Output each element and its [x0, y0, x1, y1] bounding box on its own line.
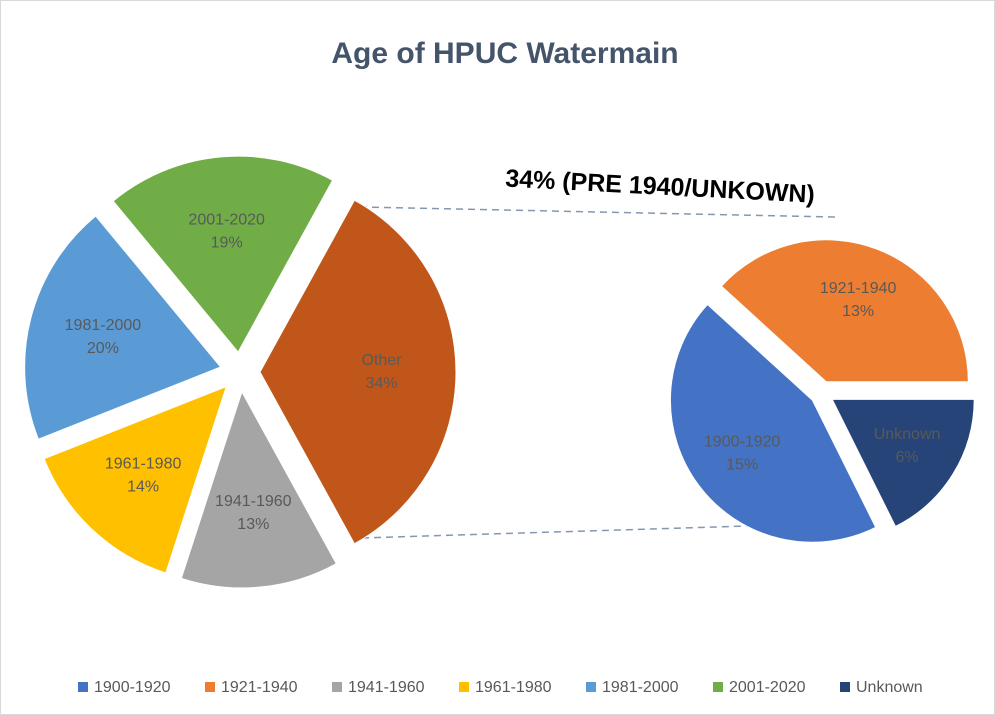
slice-label: 1941-1960: [215, 493, 292, 510]
pie-slice: [180, 390, 337, 589]
pie-slice: [669, 303, 877, 543]
slice-label: Unknown: [874, 426, 941, 443]
legend-label: 1941-1960: [348, 679, 425, 696]
legend-swatch: [840, 682, 850, 692]
slice-value-label: 20%: [87, 340, 119, 357]
slice-value-label: 13%: [842, 303, 874, 320]
legend-label: 2001-2020: [729, 679, 806, 696]
legend-swatch: [332, 682, 342, 692]
legend-label: 1981-2000: [602, 679, 679, 696]
slice-label: 1961-1980: [105, 455, 182, 472]
slice-value-label: 34%: [366, 375, 398, 392]
legend-swatch: [459, 682, 469, 692]
legend-label: 1921-1940: [221, 679, 298, 696]
legend-swatch: [713, 682, 723, 692]
connector-line: [361, 523, 813, 539]
pie-slice: [43, 385, 228, 574]
slice-label: 2001-2020: [188, 211, 265, 228]
legend-label: Unknown: [856, 679, 923, 696]
chart-title: Age of HPUC Watermain: [331, 37, 678, 70]
slice-value-label: 14%: [127, 478, 159, 495]
slice-label: 1921-1940: [820, 280, 897, 297]
slice-label: Other: [362, 352, 403, 369]
legend-label: 1900-1920: [94, 679, 171, 696]
slice-label: 1900-1920: [704, 434, 781, 451]
legend-label: 1961-1980: [475, 679, 552, 696]
pie-slice: [720, 239, 969, 383]
pie-slice: [24, 215, 222, 440]
slice-value-label: 13%: [237, 516, 269, 533]
legend-swatch: [205, 682, 215, 692]
slice-value-label: 6%: [895, 449, 918, 466]
legend-swatch: [78, 682, 88, 692]
slice-label: 1981-2000: [65, 317, 142, 334]
pie-slice: [831, 398, 975, 528]
legend-swatch: [586, 682, 596, 692]
pie-slice: [112, 155, 334, 353]
pie-slice: [259, 199, 457, 545]
slice-value-label: 15%: [726, 457, 758, 474]
slice-value-label: 19%: [211, 234, 243, 251]
